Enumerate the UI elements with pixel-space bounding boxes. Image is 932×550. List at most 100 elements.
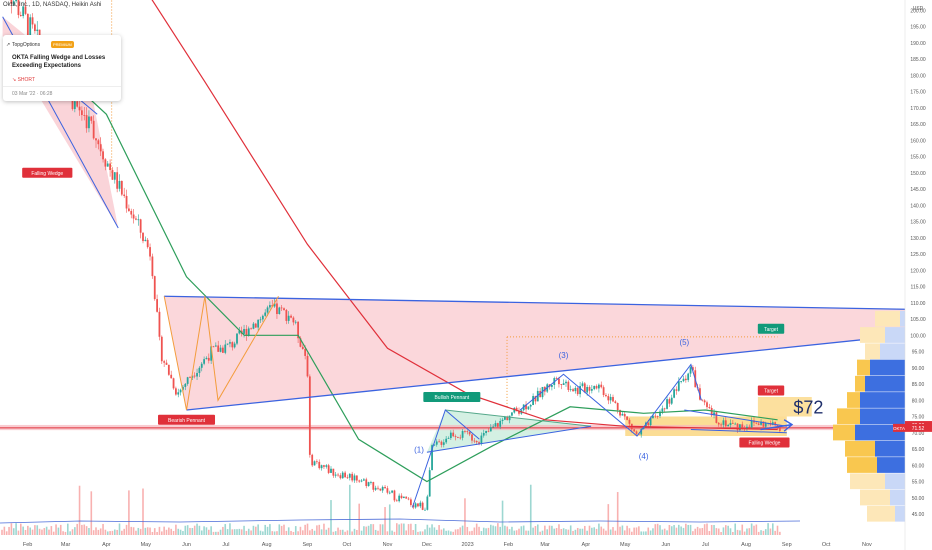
volume-bar [725, 525, 727, 535]
volume-bar [215, 531, 217, 535]
candle-body [285, 310, 288, 321]
price-tick-label: 115.00 [911, 285, 926, 291]
volume-bar [504, 525, 506, 535]
author-name[interactable]: TopgOptions [12, 42, 41, 48]
candle-body [106, 163, 109, 167]
volume-bar [264, 524, 266, 535]
candle-body [471, 434, 473, 441]
candle-body [489, 427, 492, 432]
candle-body [590, 389, 593, 391]
candle-body [306, 355, 309, 377]
volume-bar [196, 523, 198, 535]
volume-bar [598, 523, 600, 535]
candle-body [182, 386, 184, 390]
candle-body [642, 427, 645, 430]
candle-body [111, 170, 114, 180]
volume-bar [135, 530, 137, 535]
volume-bar [689, 524, 692, 535]
candle-body [142, 232, 144, 242]
volume-bar [163, 526, 165, 535]
volume-bar [344, 531, 346, 535]
idea-card[interactable]: ↗ TopgOptions PREMIUM OKTA Falling Wedge… [3, 35, 121, 101]
candle-body [172, 378, 175, 389]
volume-bar [95, 527, 97, 535]
candle-body [118, 180, 121, 189]
volume-bar [445, 530, 447, 535]
volume-bar [433, 527, 436, 535]
volume-bar [97, 529, 100, 535]
trend-icon: ↗ [6, 42, 11, 48]
candle-body [743, 427, 746, 429]
volume-bar [337, 527, 339, 535]
volume-bar [757, 531, 760, 535]
volume-bar [614, 530, 617, 535]
candle-body [762, 421, 765, 427]
volume-bar [339, 529, 342, 535]
candle-body [398, 495, 401, 502]
candle-body [266, 307, 269, 313]
candle-body [494, 423, 497, 427]
candle-body [280, 307, 283, 309]
volume-bar [205, 527, 208, 535]
volume-bar [720, 531, 722, 535]
candle-body [675, 389, 678, 391]
price-tick-label: 185.00 [910, 57, 926, 63]
candle-body [271, 305, 274, 307]
candle-body [85, 115, 88, 129]
candle-body [461, 431, 464, 438]
volume-bar [22, 526, 24, 535]
candle-body [341, 472, 344, 479]
candle-body [158, 311, 161, 337]
volume-bar [755, 524, 758, 535]
candle-body [764, 423, 767, 427]
volume-bar [560, 529, 563, 535]
candle-body [736, 423, 739, 431]
volume-bar [50, 526, 53, 535]
profile-bar-sell [860, 408, 905, 425]
candle-body [363, 479, 365, 481]
volume-bar [732, 531, 734, 535]
candle-body [677, 381, 680, 391]
volume-bar [139, 528, 142, 535]
volume-bar [379, 524, 382, 535]
price-tick-label: 200.00 [910, 8, 926, 14]
volume-bar [29, 527, 31, 535]
volume-bar [546, 529, 548, 535]
candle-body [323, 465, 325, 467]
volume-bar [464, 498, 466, 535]
volume-bar [626, 525, 628, 535]
volume-bar [485, 528, 487, 535]
volume-bar [172, 530, 175, 535]
price-tick-label: 45.00 [912, 512, 925, 518]
volume-bar [24, 529, 27, 535]
volume-bar [280, 525, 283, 535]
volume-bar [715, 528, 718, 535]
volume-bar [48, 529, 50, 535]
volume-bar [285, 530, 288, 535]
volume-bar [569, 525, 572, 535]
idea-title[interactable]: OKTA Falling Wedge and Losses Exceeding … [12, 55, 106, 69]
candle-body [99, 144, 102, 152]
volume-bar [638, 526, 640, 535]
volume-bar [551, 525, 553, 535]
volume-bar [193, 525, 196, 535]
price-axis[interactable]: USD 45.00 50.00 55.00 60.00 65.00 70.00 75.00 80… [893, 0, 932, 550]
candle-body [308, 376, 311, 455]
volume-bar [727, 525, 729, 535]
volume-bar [297, 531, 299, 535]
volume-bar [586, 530, 588, 535]
volume-bar [149, 527, 151, 535]
volume-bar [435, 529, 438, 535]
idea-date: 03 Mar '22 · 06:28 [12, 91, 53, 97]
price-tick-label: 60.00 [912, 463, 925, 469]
candle-body [583, 383, 586, 393]
volume-bar [208, 529, 210, 535]
candle-body [19, 15, 22, 17]
candle-body [226, 343, 229, 345]
time-axis[interactable]: Feb Mar Apr May Jun Jul Aug Sep Oct Nov Dec 2023 Feb… [0, 537, 932, 550]
candle-body [555, 378, 558, 379]
volume-bar [146, 527, 149, 535]
volume-bar [539, 531, 541, 535]
volume-bar [398, 524, 400, 535]
